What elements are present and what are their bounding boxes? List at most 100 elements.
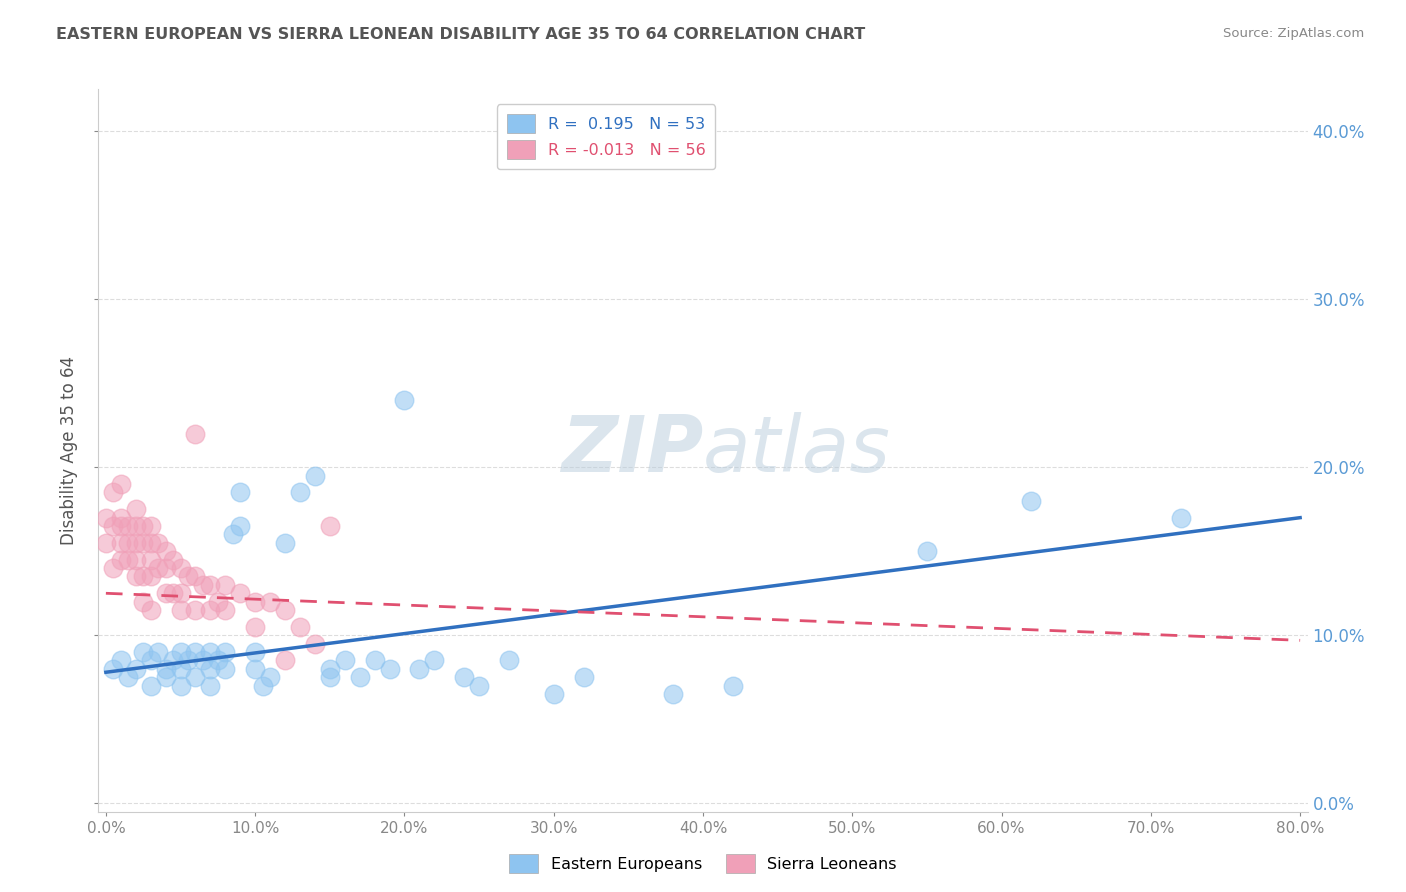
Point [125,552,148,566]
Point [288,620,311,634]
Point [169,662,191,676]
Point [423,653,446,667]
Point [191,578,214,592]
Point [243,595,266,609]
Point [243,620,266,634]
Point [207,595,229,609]
Point [304,468,326,483]
Point [117,519,139,533]
Point [453,670,475,684]
Text: ZIP: ZIP [561,412,703,489]
Point [155,544,177,558]
Point [132,645,155,659]
Point [229,586,252,600]
Point [214,645,236,659]
Point [229,519,252,533]
Point [103,662,125,676]
Point [274,653,297,667]
Point [214,578,236,592]
Point [200,679,222,693]
Point [125,519,148,533]
Point [222,527,245,541]
Point [915,544,938,558]
Text: EASTERN EUROPEAN VS SIERRA LEONEAN DISABILITY AGE 35 TO 64 CORRELATION CHART: EASTERN EUROPEAN VS SIERRA LEONEAN DISAB… [56,27,866,42]
Point [498,653,520,667]
Point [1170,510,1192,524]
Point [363,653,385,667]
Point [103,561,125,575]
Point [132,569,155,583]
Point [162,653,184,667]
Point [259,595,281,609]
Point [408,662,430,676]
Point [132,519,155,533]
Point [274,603,297,617]
Point [214,662,236,676]
Point [378,662,401,676]
Y-axis label: Disability Age 35 to 64: Disability Age 35 to 64 [60,356,79,545]
Point [184,569,207,583]
Point [110,536,132,550]
Point [110,519,132,533]
Point [319,519,342,533]
Point [146,561,169,575]
Point [177,653,200,667]
Point [117,536,139,550]
Point [274,536,297,550]
Legend: R =  0.195   N = 53, R = -0.013   N = 56: R = 0.195 N = 53, R = -0.013 N = 56 [498,104,716,169]
Point [304,637,326,651]
Point [155,662,177,676]
Point [155,561,177,575]
Point [259,670,281,684]
Point [169,645,191,659]
Point [1021,494,1043,508]
Point [200,603,222,617]
Point [110,510,132,524]
Point [155,670,177,684]
Point [110,653,132,667]
Point [125,502,148,516]
Point [139,653,162,667]
Point [184,426,207,441]
Point [155,586,177,600]
Point [103,485,125,500]
Point [319,662,342,676]
Point [162,552,184,566]
Point [288,485,311,500]
Point [214,603,236,617]
Legend: Eastern Europeans, Sierra Leoneans: Eastern Europeans, Sierra Leoneans [503,847,903,880]
Point [94,510,117,524]
Point [191,653,214,667]
Point [139,552,162,566]
Point [184,645,207,659]
Point [125,536,148,550]
Point [110,552,132,566]
Point [139,679,162,693]
Point [207,653,229,667]
Point [252,679,274,693]
Point [110,477,132,491]
Point [200,645,222,659]
Point [169,561,191,575]
Point [662,687,685,701]
Point [146,536,169,550]
Point [184,670,207,684]
Point [394,392,416,407]
Point [139,519,162,533]
Point [132,536,155,550]
Point [125,569,148,583]
Point [229,485,252,500]
Point [468,679,491,693]
Point [117,552,139,566]
Point [169,586,191,600]
Point [125,662,148,676]
Point [169,679,191,693]
Point [132,595,155,609]
Point [184,603,207,617]
Point [200,662,222,676]
Point [200,578,222,592]
Text: Source: ZipAtlas.com: Source: ZipAtlas.com [1223,27,1364,40]
Point [572,670,595,684]
Point [319,670,342,684]
Point [169,603,191,617]
